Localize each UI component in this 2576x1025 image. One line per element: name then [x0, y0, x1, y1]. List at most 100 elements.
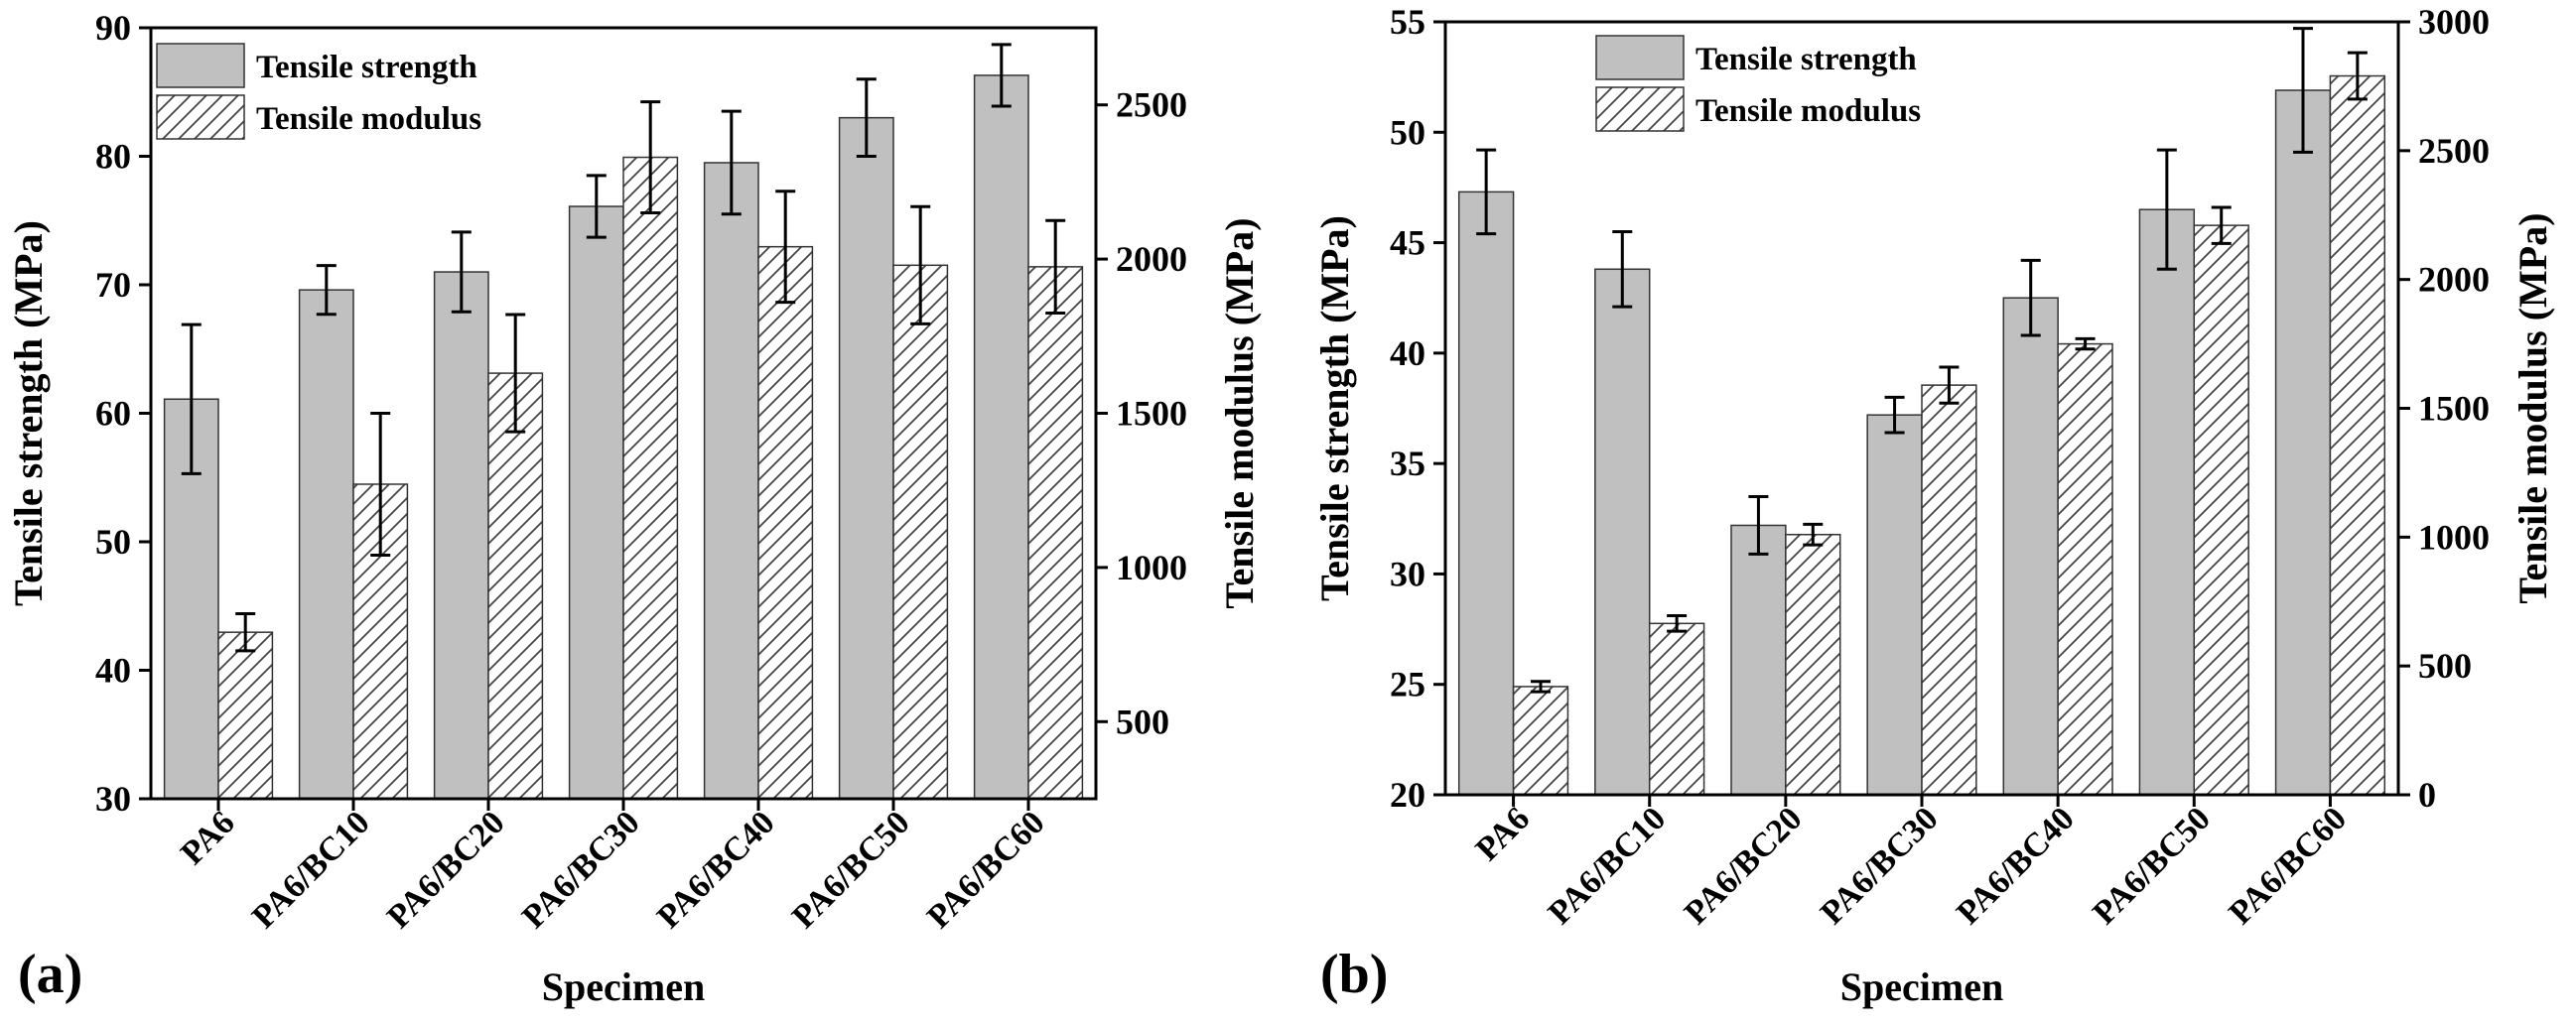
bar-modulus-2 [487, 372, 544, 800]
error-bar-modulus-5 [2211, 205, 2232, 245]
y-tick-label: 30 [95, 779, 131, 819]
bar-strength-1 [298, 289, 354, 800]
y-tick-label: 50 [1390, 112, 1425, 152]
panel-label: (a) [18, 944, 82, 1005]
y2-tick-label: 0 [2418, 775, 2436, 815]
bar-strength-4 [703, 162, 759, 800]
bar-strength-4 [2002, 297, 2059, 796]
bar-strength-2 [1730, 524, 1787, 796]
bar-modulus-6 [2329, 74, 2386, 796]
x-tick-label: PA6/BC30 [515, 804, 647, 936]
error-bar-modulus-1 [370, 412, 391, 557]
x-tick-label: PA6 [174, 804, 241, 871]
y-tick-label: 45 [1390, 223, 1425, 263]
y2-tick-label: 3000 [2418, 2, 2490, 42]
error-bar-strength-6 [991, 43, 1012, 108]
y-axis-title: Tensile strength (MPa) [6, 220, 51, 606]
error-bar-strength-2 [451, 230, 472, 314]
y-tick-label: 25 [1390, 665, 1425, 705]
y2-axis-title: Tensile modulus (MPa) [1217, 217, 1262, 608]
bar-modulus-3 [1921, 384, 1977, 796]
error-bar-strength-1 [316, 264, 337, 317]
bar-strength-3 [1866, 414, 1923, 796]
y2-tick-label: 500 [2418, 646, 2472, 686]
panel-b-chart: 20 25 30 35 40 45 50 55 0 500 1000 1500 2000 2500 3000… [1312, 2, 2555, 1009]
y-tick-label: 20 [1390, 775, 1425, 815]
bar-strength-0 [1457, 191, 1515, 796]
bar-modulus-3 [622, 156, 679, 800]
x-tick-label: PA6/BC50 [2086, 800, 2218, 932]
y2-tick-label: 2500 [1116, 85, 1187, 125]
x-tick-label: PA6/BC60 [920, 804, 1052, 936]
x-axis-title: Specimen [1840, 964, 2003, 1009]
bar-modulus-0 [1512, 686, 1569, 796]
bar-strength-2 [433, 271, 489, 800]
legend-label-modulus: Tensile modulus [256, 101, 481, 137]
y-tick-label: 90 [95, 8, 131, 48]
error-bar-strength-1 [1612, 229, 1633, 309]
panel-label: (b) [1320, 944, 1388, 1005]
error-bar-modulus-2 [505, 313, 526, 434]
bar-strength-6 [973, 74, 1029, 800]
bar-strength-5 [838, 116, 894, 800]
error-bar-modulus-4 [775, 190, 796, 305]
y2-tick-label: 1500 [1116, 394, 1187, 434]
y2-tick-label: 2500 [2418, 131, 2490, 171]
y2-tick-label: 1000 [1116, 548, 1187, 587]
bar-modulus-6 [1027, 266, 1084, 800]
error-bar-strength-0 [1476, 148, 1497, 236]
y2-axis-title: Tensile modulus (MPa) [2510, 212, 2555, 603]
legend-label-modulus: Tensile modulus [1695, 93, 1921, 129]
y-axis-title: Tensile strength (MPa) [1312, 215, 1357, 601]
x-tick-label: PA6 [1469, 800, 1537, 867]
bar-modulus-0 [217, 631, 274, 800]
error-bar-modulus-0 [1531, 680, 1551, 694]
y2-tick-label: 2000 [1116, 239, 1187, 279]
y2-tick-label: 1000 [2418, 517, 2490, 557]
error-bar-modulus-5 [910, 204, 931, 325]
error-bar-modulus-1 [1667, 614, 1688, 633]
bar-strength-5 [2138, 208, 2196, 796]
error-bar-modulus-3 [640, 100, 661, 214]
error-bar-strength-3 [586, 174, 607, 239]
error-bar-strength-3 [1884, 395, 1905, 435]
x-tick-label: PA6/BC10 [1542, 800, 1674, 932]
y2-tick-label: 1500 [2418, 389, 2490, 429]
error-bar-modulus-6 [2347, 51, 2368, 101]
legend-swatch-strength [1595, 35, 1685, 80]
x-tick-label: PA6/BC10 [245, 804, 377, 936]
y-tick-label: 40 [1390, 333, 1425, 373]
error-bar-strength-0 [181, 322, 202, 475]
bar-modulus-4 [757, 245, 814, 800]
x-tick-label: PA6/BC40 [1950, 800, 2082, 932]
legend-swatch-strength [156, 43, 245, 88]
bar-modulus-5 [892, 264, 949, 800]
x-tick-label: PA6/BC60 [2223, 800, 2355, 932]
bar-strength-1 [1594, 268, 1651, 796]
error-bar-modulus-0 [235, 612, 256, 653]
legend-label-strength: Tensile strength [1695, 42, 1917, 77]
error-bar-strength-4 [721, 109, 742, 216]
error-bar-modulus-4 [2075, 336, 2096, 351]
y2-tick-label: 2000 [2418, 260, 2490, 300]
error-bar-modulus-2 [1803, 522, 1824, 547]
bar-modulus-4 [2057, 342, 2113, 796]
bar-strength-3 [568, 205, 624, 800]
legend-label-strength: Tensile strength [256, 50, 477, 85]
error-bar-strength-4 [2020, 258, 2041, 337]
bar-modulus-5 [2193, 224, 2249, 796]
x-tick-label: PA6/BC20 [380, 804, 512, 936]
bar-strength-6 [2274, 89, 2332, 796]
y-tick-label: 55 [1390, 2, 1425, 42]
x-tick-label: PA6/BC20 [1678, 800, 1810, 932]
bar-modulus-2 [1785, 533, 1841, 796]
legend-swatch-modulus [156, 94, 245, 140]
error-bar-strength-5 [2156, 148, 2177, 271]
y-tick-label: 80 [95, 137, 131, 177]
x-tick-label: PA6/BC30 [1814, 800, 1946, 932]
y-tick-label: 50 [95, 522, 131, 562]
y-tick-label: 60 [95, 394, 131, 434]
x-axis-title: Specimen [542, 964, 705, 1009]
